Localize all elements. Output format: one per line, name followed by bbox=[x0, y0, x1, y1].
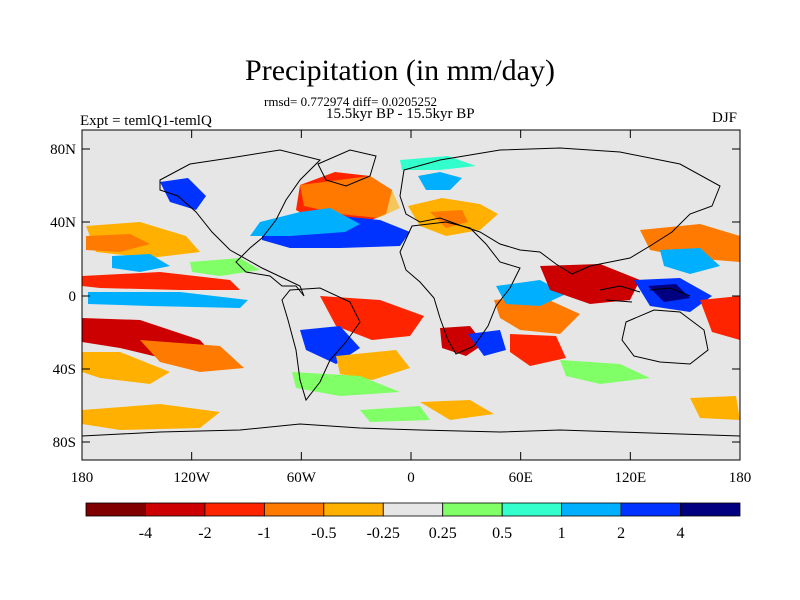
indian-ocean-south-red bbox=[510, 334, 566, 366]
southern-ocean-yellow-2 bbox=[420, 400, 494, 420]
pacific-blue-equator bbox=[88, 292, 248, 308]
indonesia-coast bbox=[599, 285, 691, 303]
map-title: Precipitation (in mm/day) bbox=[245, 54, 555, 87]
colorbar-label: 1 bbox=[558, 525, 566, 542]
antarctica-coast bbox=[82, 423, 740, 437]
colorbar-label: -0.5 bbox=[311, 525, 336, 542]
equatorial-atlantic-red bbox=[320, 296, 424, 340]
lat-tick-label: 40S bbox=[53, 362, 76, 378]
pacific-red-equator bbox=[82, 272, 240, 290]
colorbar: -4 -2 -1 -0.5 -0.25 0.25 0.5 1 2 4 bbox=[85, 502, 741, 542]
coastlines bbox=[82, 147, 740, 437]
greenland-coast bbox=[317, 149, 377, 187]
longitude-ticks: 180 120W 60W 0 60E 120E 180 bbox=[71, 130, 752, 486]
stats-text: rmsd= 0.772974 diff= 0.0205252 bbox=[264, 94, 437, 109]
colorbar-label: 4 bbox=[677, 525, 685, 542]
period-text: 15.5kyr BP - 15.5kyr BP bbox=[326, 106, 475, 122]
north-pacific-blue bbox=[160, 178, 206, 210]
south-atlantic-blue bbox=[300, 326, 360, 364]
southern-green bbox=[292, 372, 400, 396]
colorbar-swatch bbox=[501, 502, 563, 517]
colorbar-label: -0.25 bbox=[367, 525, 400, 542]
colorbar-swatch bbox=[382, 502, 444, 517]
colorbar-swatch bbox=[442, 502, 503, 517]
southern-ocean-green-2 bbox=[560, 360, 650, 384]
lat-tick-label: 0 bbox=[69, 289, 77, 305]
precip-anomaly-fields bbox=[82, 156, 740, 430]
maritime-darkblue bbox=[648, 284, 690, 302]
colorbar-label: 2 bbox=[617, 525, 625, 542]
colorbar-label: -1 bbox=[258, 525, 271, 542]
lat-tick-label: 40N bbox=[50, 215, 76, 231]
south-atlantic-orange bbox=[336, 350, 410, 380]
lon-tick-label: 120W bbox=[173, 470, 211, 486]
colorbar-swatch bbox=[85, 502, 146, 517]
eurasia-coast bbox=[399, 147, 721, 275]
southern-ocean-yellow-3 bbox=[690, 396, 740, 420]
southern-ocean-green bbox=[360, 406, 430, 422]
pacific-blue-20n bbox=[112, 254, 170, 272]
africa-coast bbox=[399, 221, 521, 355]
lon-tick-label: 180 bbox=[71, 470, 94, 486]
lon-tick-label: 0 bbox=[407, 470, 415, 486]
colorbar-swatch bbox=[204, 502, 265, 517]
atlantic-blue-outer bbox=[250, 208, 360, 236]
pacific-red-40n bbox=[86, 234, 150, 252]
lon-tick-label: 60E bbox=[509, 470, 533, 486]
madagascar-blue bbox=[468, 330, 506, 356]
west-pacific-blue bbox=[660, 248, 720, 274]
colorbar-label: -2 bbox=[198, 525, 211, 542]
med-red bbox=[430, 210, 468, 228]
colorbar-swatch bbox=[620, 502, 681, 517]
south-pacific-orange bbox=[140, 340, 244, 372]
south-pacific-yellow bbox=[82, 352, 170, 384]
lon-tick-label: 120E bbox=[614, 470, 646, 486]
scandinavia-blue bbox=[418, 172, 462, 190]
north-pacific-green bbox=[190, 258, 260, 276]
colorbar-label: 0.5 bbox=[492, 525, 512, 542]
colorbar-swatch bbox=[680, 502, 741, 517]
southern-ocean-yellow-1 bbox=[82, 404, 220, 430]
south-america-coast bbox=[281, 287, 361, 402]
lat-tick-label: 80S bbox=[53, 435, 76, 451]
north-america-coast bbox=[159, 149, 321, 297]
lat-tick-label: 80N bbox=[50, 142, 76, 158]
experiment-label: Expt = temlQ1-temlQ bbox=[80, 113, 212, 129]
colorbar-swatch bbox=[323, 502, 384, 517]
colorbar-swatch bbox=[145, 502, 206, 517]
australia-coast bbox=[621, 309, 709, 365]
colorbar-label: 0.25 bbox=[429, 525, 457, 542]
lon-tick-label: 60W bbox=[287, 470, 317, 486]
north-atlantic-orange bbox=[300, 176, 400, 218]
latitude-ticks: 80N 40N 0 40S 80S bbox=[50, 142, 740, 451]
indian-ocean-blue bbox=[496, 280, 566, 306]
colorbar-swatch bbox=[263, 502, 325, 517]
north-green bbox=[400, 156, 476, 170]
maritime-red bbox=[540, 264, 640, 304]
colorbar-label: -4 bbox=[139, 525, 152, 542]
west-pacific-red bbox=[700, 296, 740, 340]
indian-ocean-orange bbox=[494, 296, 580, 334]
season-label: DJF bbox=[712, 110, 738, 126]
colorbar-swatch bbox=[561, 502, 622, 517]
lon-tick-label: 180 bbox=[729, 470, 752, 486]
